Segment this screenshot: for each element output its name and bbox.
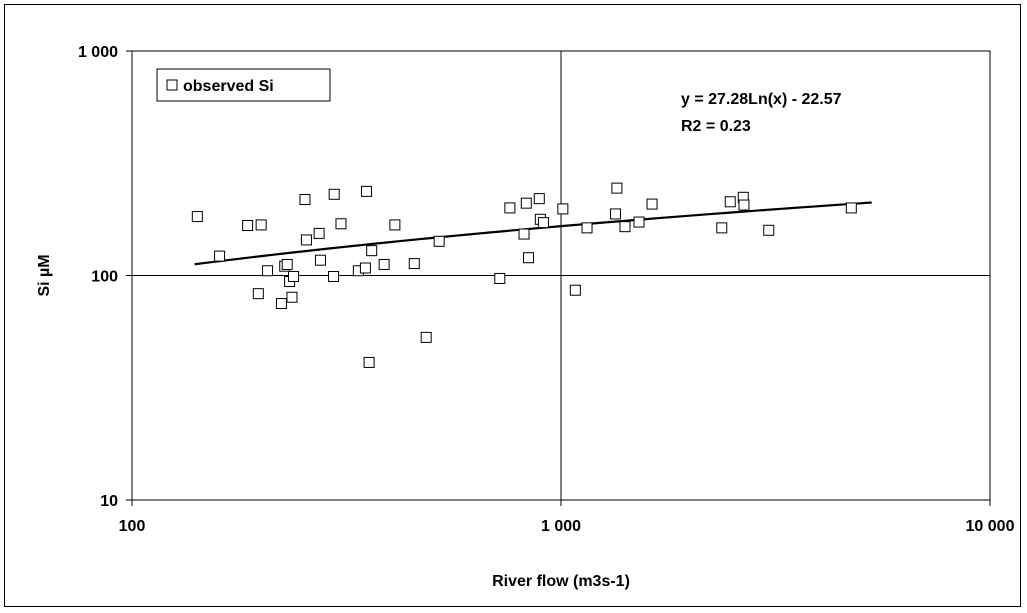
data-point: [359, 262, 371, 274]
data-point: [433, 235, 445, 247]
data-point: [252, 288, 264, 300]
y-tick-label: 1 000: [78, 44, 118, 61]
x-tick-label: 100: [119, 518, 146, 535]
data-point: [724, 196, 736, 208]
data-point: [581, 222, 593, 234]
data-point: [420, 331, 432, 343]
data-point: [494, 272, 506, 284]
data-point: [363, 356, 375, 368]
data-point: [716, 222, 728, 234]
data-point: [313, 227, 325, 239]
data-point: [504, 202, 516, 214]
data-point: [335, 218, 347, 230]
data-point: [611, 182, 623, 194]
data-point: [738, 199, 750, 211]
data-point: [281, 258, 293, 270]
x-tick-label: 10 000: [966, 518, 1015, 535]
data-point: [314, 254, 326, 266]
legend-label: observed Si: [183, 78, 274, 95]
legend-marker-open-square: [166, 79, 178, 91]
data-point: [389, 219, 401, 231]
data-point: [610, 208, 622, 220]
data-point: [763, 224, 775, 236]
chart-frame: [4, 4, 1021, 607]
data-point: [646, 198, 658, 210]
data-point: [286, 291, 298, 303]
data-point: [845, 202, 857, 214]
data-point: [288, 270, 300, 282]
data-point: [360, 185, 372, 197]
data-point: [557, 203, 569, 215]
axis-ticks: [126, 50, 991, 506]
data-point: [533, 193, 545, 205]
trendline: [194, 201, 872, 266]
gridlines: [132, 51, 990, 500]
data-point: [569, 284, 581, 296]
data-point: [520, 197, 532, 209]
x-axis-title: River flow (m3s-1): [492, 573, 630, 590]
data-point: [300, 234, 312, 246]
data-point: [523, 252, 535, 264]
y-tick-label: 10: [100, 493, 118, 510]
data-point: [275, 298, 287, 310]
data-point: [518, 228, 530, 240]
data-point: [214, 250, 226, 262]
legend-box: [156, 68, 331, 102]
trendline-equation: y = 27.28Ln(x) - 22.57: [681, 91, 842, 108]
data-point: [262, 265, 274, 277]
data-point: [328, 188, 340, 200]
data-point: [408, 258, 420, 270]
r-squared-label: R2 = 0.23: [681, 118, 751, 135]
data-points: [191, 182, 857, 368]
data-point: [366, 245, 378, 257]
data-point: [378, 258, 390, 270]
data-point: [191, 211, 203, 223]
data-point: [633, 216, 645, 228]
data-point: [328, 270, 340, 282]
data-point: [299, 194, 311, 206]
y-tick-label: 100: [91, 269, 118, 286]
data-point: [619, 221, 631, 233]
y-axis-title: Si µM: [36, 254, 53, 296]
data-point: [537, 217, 549, 229]
data-point: [255, 219, 267, 231]
legend: observed Si: [156, 68, 331, 102]
data-point: [242, 220, 254, 231]
x-tick-label: 1 000: [541, 518, 581, 535]
